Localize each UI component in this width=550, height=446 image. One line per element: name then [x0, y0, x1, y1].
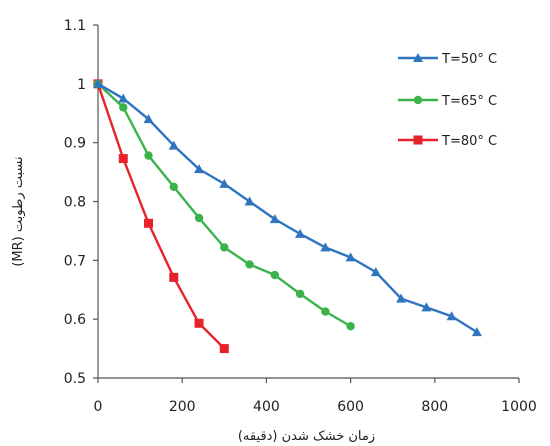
data-point-triangle: [269, 214, 280, 224]
data-point-square: [194, 318, 204, 328]
y-tick-label: 0.6: [64, 312, 86, 328]
axes: [97, 25, 519, 379]
data-point-triangle: [446, 311, 457, 321]
legend-marker-circle: [413, 95, 423, 105]
legend-marker-triangle: [413, 53, 423, 62]
data-point-square: [219, 344, 229, 354]
x-tick-label: 1000: [501, 399, 537, 415]
data-point-circle: [220, 243, 229, 252]
data-point-triangle: [168, 140, 179, 150]
legend-label: T=80° C: [441, 134, 497, 149]
legend: T=50° C T=65° C T=80° C: [398, 52, 497, 149]
y-axis-title: نسبت رطوبت (MR): [11, 156, 26, 266]
data-point-triangle: [320, 242, 331, 252]
x-tick-label: 600: [337, 399, 364, 415]
data-point-triangle: [370, 267, 381, 277]
legend-label: T=65° C: [441, 94, 497, 109]
data-point-triangle: [219, 178, 230, 188]
x-axis-title: زمان خشک شدن (دقیقه): [238, 429, 375, 444]
data-point-circle: [270, 270, 280, 280]
legend-label: T=50° C: [441, 52, 497, 67]
data-point-circle: [119, 103, 128, 112]
legend-item: T=50° C: [398, 52, 497, 67]
data-point-circle: [321, 307, 330, 316]
y-tick-label: 0.9: [64, 136, 86, 152]
x-ticks: 0 200 400 600 800 1000: [94, 378, 537, 415]
series-1: [93, 79, 355, 331]
x-tick-label: 400: [253, 399, 280, 415]
data-point-triangle: [396, 293, 407, 303]
data-point-circle: [295, 289, 305, 299]
x-tick-label: 800: [421, 399, 448, 415]
data-point-triangle: [118, 93, 129, 103]
data-point-triangle: [244, 196, 255, 206]
data-point-triangle: [143, 114, 154, 124]
series-line: [97, 82, 352, 328]
y-tick-label: 0.5: [64, 371, 86, 387]
x-tick-label: 0: [94, 399, 103, 415]
y-ticks: 0.5 0.6 0.7 0.8 0.9 1 1.1: [64, 18, 98, 387]
y-tick-label: 1: [77, 77, 86, 93]
data-point-square: [118, 154, 128, 164]
data-point-triangle: [194, 164, 205, 174]
data-point-triangle: [295, 228, 306, 238]
data-point-square: [144, 218, 154, 228]
y-tick-label: 0.8: [64, 195, 86, 211]
data-point-triangle: [345, 252, 356, 262]
data-point-circle: [144, 151, 153, 160]
data-point-triangle: [421, 302, 432, 312]
data-point-triangle: [471, 327, 482, 337]
y-tick-label: 0.7: [64, 253, 86, 269]
series-line: [97, 82, 478, 334]
data-point-square: [169, 272, 179, 282]
legend-marker-square: [413, 135, 423, 145]
data-point-circle: [194, 213, 204, 223]
data-point-circle: [245, 260, 254, 269]
data-point-triangle: [93, 78, 103, 88]
series-0: [93, 78, 482, 337]
y-tick-label: 1.1: [64, 18, 86, 34]
data-point-circle: [346, 322, 355, 331]
series-layer: [93, 78, 482, 354]
series-2: [93, 79, 229, 354]
data-point-circle: [169, 182, 178, 191]
legend-item: T=65° C: [398, 94, 497, 109]
legend-item: T=80° C: [398, 134, 497, 149]
series-line: [96, 83, 226, 350]
x-tick-label: 200: [169, 399, 196, 415]
